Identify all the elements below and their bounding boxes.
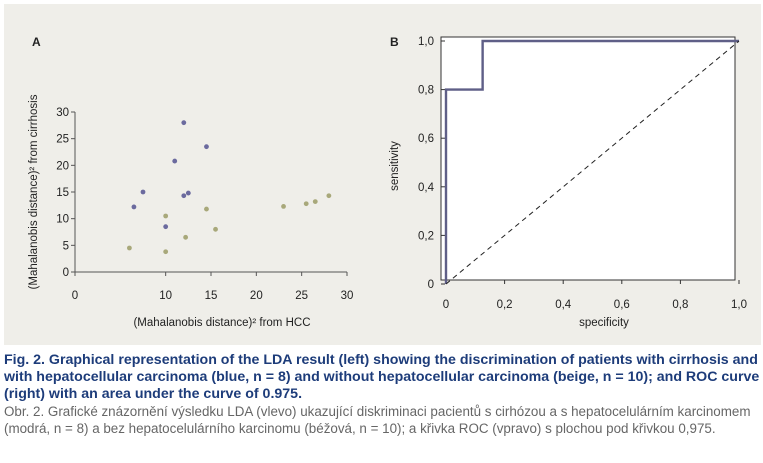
reference-diagonal-line [445,40,740,285]
x-tick-labels: 0 0,2 0,4 0,6 0,8 1,0 [443,280,747,311]
x-tick-labels: 0 10 15 20 25 30 [72,272,354,302]
point-non-hcc [303,201,309,207]
point-non-hcc [281,204,286,209]
x-tick-label: 10 [159,290,172,302]
scatter-chart: A 0 10 15 20 25 30 0 5 10 15 20 25 30 (Mahalanobis … [28,35,353,329]
point-hcc [172,158,178,164]
y-tick-labels: 0 5 10 15 20 25 30 [56,107,75,279]
roc-chart: B 0 0,2 0,4 0,6 0,8 1,0 0 0,2 0,4 0,6 0,8 1,0 spec… [389,35,747,329]
x-tick-label: 0 [443,299,449,311]
x-tick-label: 0,2 [497,299,513,311]
plot-area [440,36,736,281]
y-tick-label: 1,0 [418,36,434,48]
x-axis-title: (Mahalanobis distance)² from HCC [133,317,310,329]
y-tick-label: 0 [428,279,434,291]
point-non-hcc [312,199,318,205]
y-tick-label: 20 [56,160,69,172]
y-tick-label: 0,2 [418,230,434,242]
point-non-hcc [204,206,209,212]
y-tick-labels: 0 0,2 0,4 0,6 0,8 1,0 [418,36,445,291]
point-non-hcc [183,234,189,240]
y-tick-label: 0 [63,267,69,279]
x-tick-label: 0,6 [614,299,630,311]
point-hcc [163,224,169,230]
x-tick-label: 1,0 [731,299,747,311]
caption-english: Fig. 2. Graphical representation of the … [4,352,760,402]
point-non-hcc [326,193,332,199]
x-tick-label: 20 [250,290,263,302]
y-tick-label: 0,4 [418,182,435,194]
point-hcc [181,193,187,199]
point-non-hcc [213,226,218,232]
data-points [127,120,332,255]
point-hcc [131,204,137,210]
figure-caption: Fig. 2. Graphical representation of the … [4,352,761,437]
y-tick-label: 0,8 [418,85,434,97]
y-tick-label: 25 [56,134,69,146]
y-tick-label: 5 [63,240,69,252]
point-non-hcc [127,245,132,251]
x-tick-label: 30 [341,290,354,302]
point-hcc [204,144,209,150]
x-tick-label: 0,4 [555,299,572,311]
x-tick-label: 0,8 [672,299,688,311]
y-tick-label: 0,6 [418,133,434,145]
roc-lines [444,39,740,285]
figure-charts: A 0 10 15 20 25 30 0 5 10 15 20 25 30 (Mahalanobis … [28,35,747,329]
point-hcc [185,190,191,196]
x-axis-title: specificity [579,317,629,329]
y-axis-title: (Mahalanobis distance)² from cirrhosis [28,94,40,289]
x-tick-label: 25 [295,290,308,302]
point-hcc [181,120,187,126]
x-tick-label: 15 [205,290,218,302]
y-axis-title: sensitivity [389,141,401,191]
point-hcc [140,189,146,195]
roc-curve [444,39,739,284]
caption-czech: Obr. 2. Grafické znázornění výsledku LDA… [4,404,751,436]
y-tick-label: 30 [56,107,69,119]
x-tick-label: 0 [72,290,78,302]
point-non-hcc [163,213,169,219]
panel-label-b: B [390,35,399,49]
y-tick-label: 15 [56,187,69,199]
panel-label-a: A [32,35,41,49]
y-tick-label: 10 [56,214,69,226]
point-non-hcc [163,249,169,255]
